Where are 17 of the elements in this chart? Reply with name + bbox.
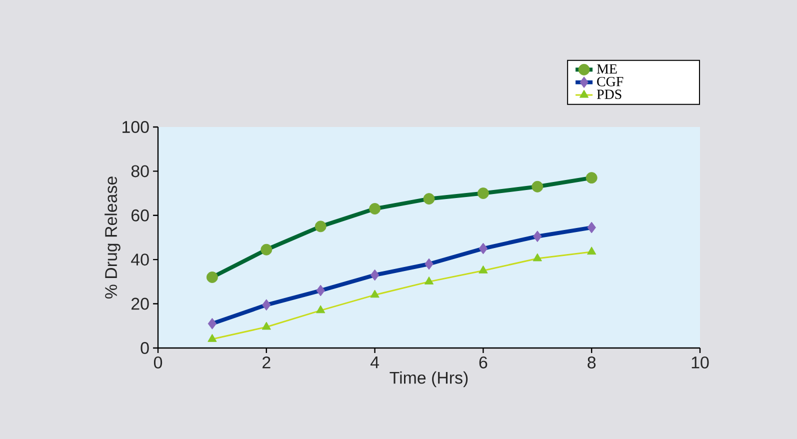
x-tick-label: 4	[370, 356, 380, 368]
y-tick-label: 80	[131, 165, 149, 178]
x-tick-label: 6	[479, 356, 488, 368]
y-tick-label: 100	[122, 120, 149, 133]
x-tick-label: 2	[262, 356, 270, 368]
y-axis-title: % Drug Release	[104, 176, 120, 299]
y-tick-label: 0	[140, 342, 149, 354]
legend-label: PDS	[596, 90, 622, 100]
y-tick-label: 40	[131, 254, 149, 266]
legend-label: CGF	[597, 76, 624, 86]
x-axis-title: Time (Hrs)	[390, 371, 468, 388]
legend-label: ME	[596, 64, 617, 74]
x-tick-label: 10	[692, 356, 709, 368]
y-tick-label: 20	[132, 298, 149, 310]
x-tick-label: 8	[588, 356, 596, 368]
x-tick-label: 0	[154, 356, 162, 368]
y-tick-label: 60	[132, 209, 149, 222]
